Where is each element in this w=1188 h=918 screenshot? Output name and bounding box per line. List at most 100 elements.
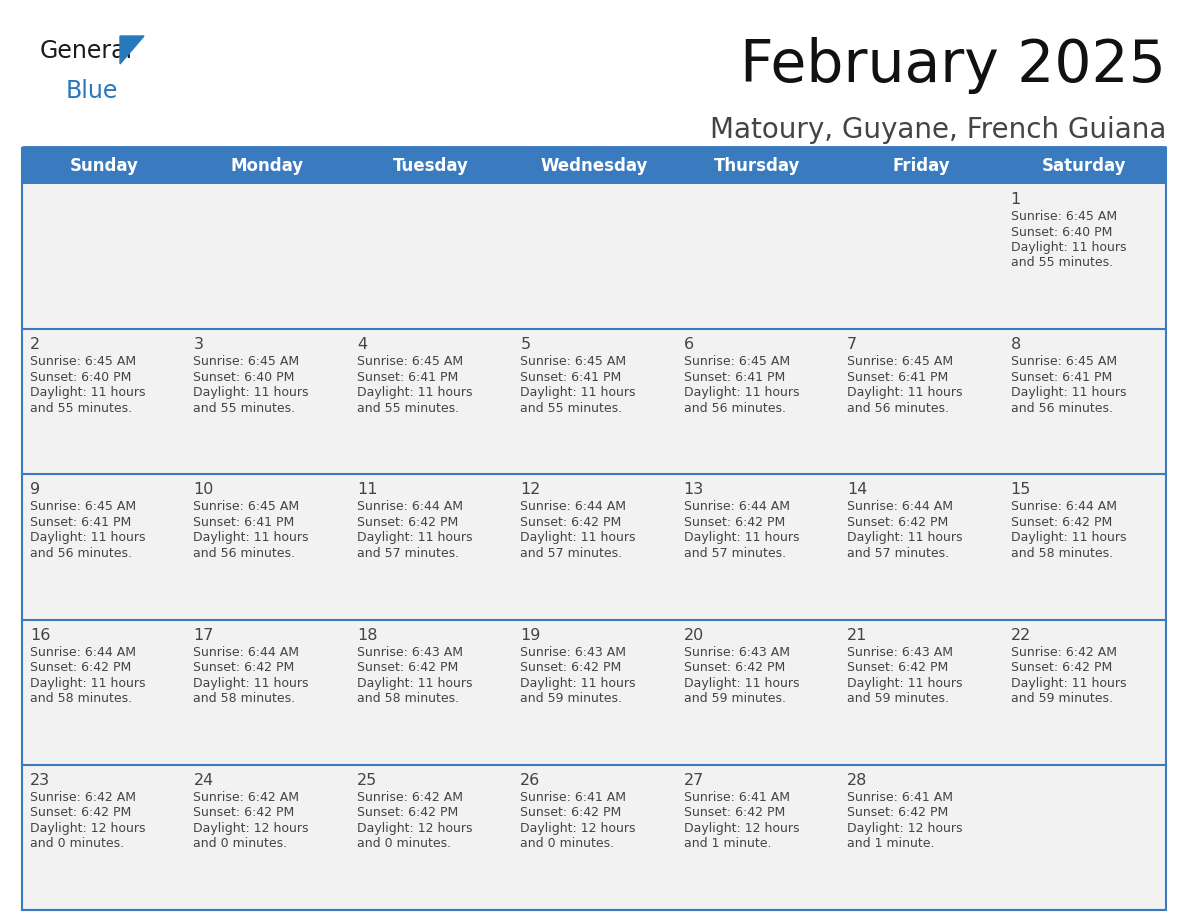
Text: Thursday: Thursday (714, 157, 801, 175)
Text: Blue: Blue (67, 79, 119, 103)
Text: Sunday: Sunday (69, 157, 138, 175)
Text: Sunset: 6:40 PM: Sunset: 6:40 PM (1011, 226, 1112, 239)
Bar (23, 184, 1165, 330)
Polygon shape (120, 36, 144, 64)
Text: Sunset: 6:42 PM: Sunset: 6:42 PM (356, 516, 459, 529)
Text: Matoury, Guyane, French Guiana: Matoury, Guyane, French Guiana (709, 116, 1165, 144)
Text: Sunset: 6:41 PM: Sunset: 6:41 PM (356, 371, 459, 384)
Text: Daylight: 11 hours: Daylight: 11 hours (194, 386, 309, 399)
Text: Sunrise: 6:42 AM: Sunrise: 6:42 AM (30, 790, 135, 804)
Text: Sunset: 6:42 PM: Sunset: 6:42 PM (356, 661, 459, 674)
Text: Sunset: 6:42 PM: Sunset: 6:42 PM (356, 806, 459, 819)
Text: Sunrise: 6:45 AM: Sunrise: 6:45 AM (30, 500, 137, 513)
Text: Sunrise: 6:45 AM: Sunrise: 6:45 AM (1011, 355, 1117, 368)
Text: 26: 26 (520, 773, 541, 788)
Text: Daylight: 11 hours: Daylight: 11 hours (1011, 386, 1126, 399)
Text: Sunset: 6:41 PM: Sunset: 6:41 PM (194, 516, 295, 529)
Text: and 59 minutes.: and 59 minutes. (520, 692, 623, 705)
Text: 8: 8 (1011, 337, 1020, 353)
Text: and 55 minutes.: and 55 minutes. (194, 402, 296, 415)
Text: and 58 minutes.: and 58 minutes. (1011, 547, 1113, 560)
Text: Sunset: 6:42 PM: Sunset: 6:42 PM (520, 516, 621, 529)
Text: Sunrise: 6:45 AM: Sunrise: 6:45 AM (194, 355, 299, 368)
Text: and 57 minutes.: and 57 minutes. (684, 547, 785, 560)
Text: Sunrise: 6:41 AM: Sunrise: 6:41 AM (847, 790, 953, 804)
Text: Sunset: 6:41 PM: Sunset: 6:41 PM (520, 371, 621, 384)
Text: Sunrise: 6:42 AM: Sunrise: 6:42 AM (356, 790, 463, 804)
Text: Sunset: 6:42 PM: Sunset: 6:42 PM (684, 806, 785, 819)
Text: Sunrise: 6:44 AM: Sunrise: 6:44 AM (847, 500, 953, 513)
Text: and 0 minutes.: and 0 minutes. (194, 837, 287, 850)
Text: 6: 6 (684, 337, 694, 353)
Text: and 59 minutes.: and 59 minutes. (684, 692, 785, 705)
Text: and 55 minutes.: and 55 minutes. (520, 402, 623, 415)
Text: Sunset: 6:42 PM: Sunset: 6:42 PM (1011, 661, 1112, 674)
Text: and 56 minutes.: and 56 minutes. (847, 402, 949, 415)
Text: and 1 minute.: and 1 minute. (847, 837, 935, 850)
Text: Daylight: 11 hours: Daylight: 11 hours (30, 386, 145, 399)
Bar (23, 620, 1165, 765)
Text: Sunset: 6:42 PM: Sunset: 6:42 PM (684, 516, 785, 529)
Text: 25: 25 (356, 773, 377, 788)
Text: and 0 minutes.: and 0 minutes. (356, 837, 451, 850)
Text: Sunrise: 6:43 AM: Sunrise: 6:43 AM (684, 645, 790, 658)
Text: 5: 5 (520, 337, 530, 353)
Text: 11: 11 (356, 482, 378, 498)
Text: Sunrise: 6:44 AM: Sunrise: 6:44 AM (520, 500, 626, 513)
Text: Daylight: 11 hours: Daylight: 11 hours (684, 532, 800, 544)
Text: 14: 14 (847, 482, 867, 498)
Text: Sunset: 6:42 PM: Sunset: 6:42 PM (847, 806, 948, 819)
Text: 24: 24 (194, 773, 214, 788)
Text: Sunset: 6:42 PM: Sunset: 6:42 PM (194, 661, 295, 674)
Text: 21: 21 (847, 628, 867, 643)
Text: and 0 minutes.: and 0 minutes. (520, 837, 614, 850)
Text: Sunrise: 6:45 AM: Sunrise: 6:45 AM (1011, 210, 1117, 223)
Text: and 55 minutes.: and 55 minutes. (30, 402, 132, 415)
Text: and 58 minutes.: and 58 minutes. (194, 692, 296, 705)
Text: and 56 minutes.: and 56 minutes. (194, 547, 296, 560)
Text: 22: 22 (1011, 628, 1031, 643)
Text: Sunset: 6:41 PM: Sunset: 6:41 PM (1011, 371, 1112, 384)
Text: Sunrise: 6:41 AM: Sunrise: 6:41 AM (684, 790, 790, 804)
Text: Daylight: 11 hours: Daylight: 11 hours (684, 677, 800, 689)
Text: Sunset: 6:42 PM: Sunset: 6:42 PM (520, 661, 621, 674)
Text: Daylight: 11 hours: Daylight: 11 hours (520, 532, 636, 544)
Text: Sunrise: 6:44 AM: Sunrise: 6:44 AM (194, 645, 299, 658)
Text: Sunset: 6:42 PM: Sunset: 6:42 PM (30, 661, 131, 674)
Text: and 58 minutes.: and 58 minutes. (30, 692, 132, 705)
Text: and 57 minutes.: and 57 minutes. (356, 547, 459, 560)
Text: Sunrise: 6:44 AM: Sunrise: 6:44 AM (1011, 500, 1117, 513)
Text: and 55 minutes.: and 55 minutes. (356, 402, 459, 415)
Bar (23, 148, 1165, 184)
Text: Sunrise: 6:45 AM: Sunrise: 6:45 AM (520, 355, 626, 368)
Text: Daylight: 12 hours: Daylight: 12 hours (847, 822, 962, 834)
Text: Daylight: 11 hours: Daylight: 11 hours (847, 386, 962, 399)
Text: 13: 13 (684, 482, 704, 498)
Text: Sunset: 6:42 PM: Sunset: 6:42 PM (1011, 516, 1112, 529)
Text: and 57 minutes.: and 57 minutes. (847, 547, 949, 560)
Text: Sunset: 6:41 PM: Sunset: 6:41 PM (847, 371, 948, 384)
Text: Daylight: 11 hours: Daylight: 11 hours (356, 677, 473, 689)
Text: Sunset: 6:40 PM: Sunset: 6:40 PM (194, 371, 295, 384)
Text: Daylight: 12 hours: Daylight: 12 hours (356, 822, 473, 834)
Text: 9: 9 (30, 482, 40, 498)
Text: Sunrise: 6:43 AM: Sunrise: 6:43 AM (356, 645, 463, 658)
Text: General: General (40, 39, 133, 63)
Bar (23, 475, 1165, 620)
Text: Daylight: 11 hours: Daylight: 11 hours (684, 386, 800, 399)
Text: Daylight: 11 hours: Daylight: 11 hours (194, 677, 309, 689)
Text: 7: 7 (847, 337, 858, 353)
Text: 4: 4 (356, 337, 367, 353)
Text: 16: 16 (30, 628, 50, 643)
Text: and 58 minutes.: and 58 minutes. (356, 692, 459, 705)
Text: and 57 minutes.: and 57 minutes. (520, 547, 623, 560)
Text: 23: 23 (30, 773, 50, 788)
Text: Daylight: 11 hours: Daylight: 11 hours (1011, 532, 1126, 544)
Text: Sunrise: 6:45 AM: Sunrise: 6:45 AM (356, 355, 463, 368)
Text: Sunset: 6:42 PM: Sunset: 6:42 PM (194, 806, 295, 819)
Text: 1: 1 (1011, 192, 1020, 207)
Text: and 56 minutes.: and 56 minutes. (30, 547, 132, 560)
Text: Daylight: 11 hours: Daylight: 11 hours (356, 532, 473, 544)
Text: Daylight: 11 hours: Daylight: 11 hours (30, 677, 145, 689)
Text: Saturday: Saturday (1042, 157, 1126, 175)
